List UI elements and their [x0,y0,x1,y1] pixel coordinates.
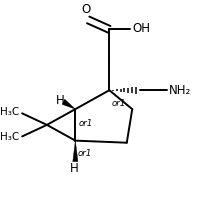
Text: O: O [82,3,91,16]
Text: H: H [70,162,79,176]
Text: H₃C: H₃C [0,132,19,142]
Polygon shape [73,141,78,162]
Text: OH: OH [133,22,151,35]
Text: NH₂: NH₂ [169,84,191,97]
Text: or1: or1 [78,119,92,128]
Text: H₃C: H₃C [0,107,19,117]
Text: or1: or1 [112,99,126,108]
Text: H: H [55,94,64,107]
Text: or1: or1 [77,149,92,158]
Polygon shape [62,99,75,109]
